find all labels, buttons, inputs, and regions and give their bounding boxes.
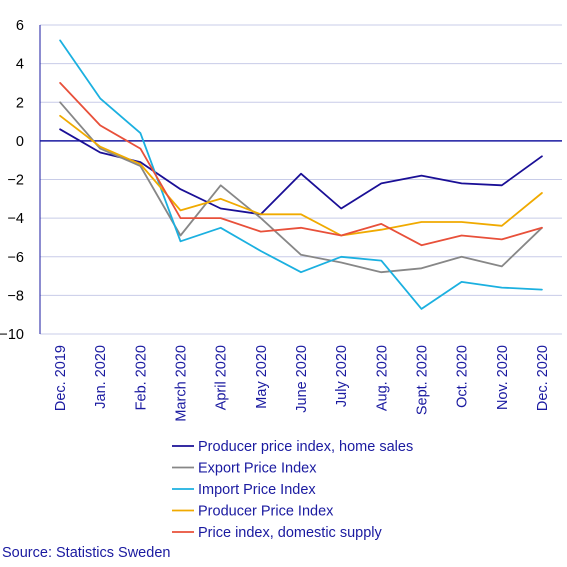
x-tick-label: Dec. 2019 <box>53 345 69 411</box>
series-lines <box>59 39 543 310</box>
y-tick-label: −2 <box>7 173 24 189</box>
gridlines <box>40 24 562 335</box>
x-tick-label: Dec. 2020 <box>535 345 551 411</box>
y-tick-label: −4 <box>7 211 24 227</box>
x-tick-label: July 2020 <box>334 345 350 407</box>
x-tick-label: Oct. 2020 <box>455 345 471 408</box>
x-tick-label: Feb. 2020 <box>133 345 149 410</box>
x-tick-label: Nov. 2020 <box>495 345 511 410</box>
y-tick-label: 2 <box>16 95 24 111</box>
y-tick-label: 0 <box>16 134 24 150</box>
x-tick-label: Aug. 2020 <box>374 345 390 411</box>
series-line <box>59 128 543 216</box>
y-tick-labels: 6 4 2 0 −2 −4 −6 −8 −10 <box>0 18 24 343</box>
x-tick-label: April 2020 <box>214 345 230 410</box>
y-tick-label: 6 <box>16 18 24 34</box>
legend-label: Price index, domestic supply <box>198 525 382 541</box>
legend-label: Producer Price Index <box>198 504 334 520</box>
y-tick-label: −10 <box>0 327 24 343</box>
x-tick-label: June 2020 <box>294 345 310 413</box>
x-tick-label: Jan. 2020 <box>93 345 109 409</box>
legend-label: Producer price index, home sales <box>198 439 413 455</box>
x-tick-labels: Dec. 2019 Jan. 2020 Feb. 2020 March 2020 Apr… <box>53 345 551 422</box>
series-line <box>59 39 543 310</box>
source-note: Source: Statistics Sweden <box>2 545 171 561</box>
legend-label: Import Price Index <box>198 482 316 498</box>
legend: Producer price index, home sales Export P… <box>172 439 413 541</box>
series-line <box>59 114 543 237</box>
legend-label: Export Price Index <box>198 461 317 477</box>
series-line <box>59 101 543 274</box>
y-tick-label: 4 <box>16 57 24 73</box>
x-tick-label: Sept. 2020 <box>414 345 430 415</box>
y-tick-label: −8 <box>7 288 24 304</box>
x-tick-label: March 2020 <box>174 345 190 422</box>
series-line <box>59 82 543 247</box>
x-tick-label: May 2020 <box>254 345 270 409</box>
y-tick-label: −6 <box>7 250 24 266</box>
